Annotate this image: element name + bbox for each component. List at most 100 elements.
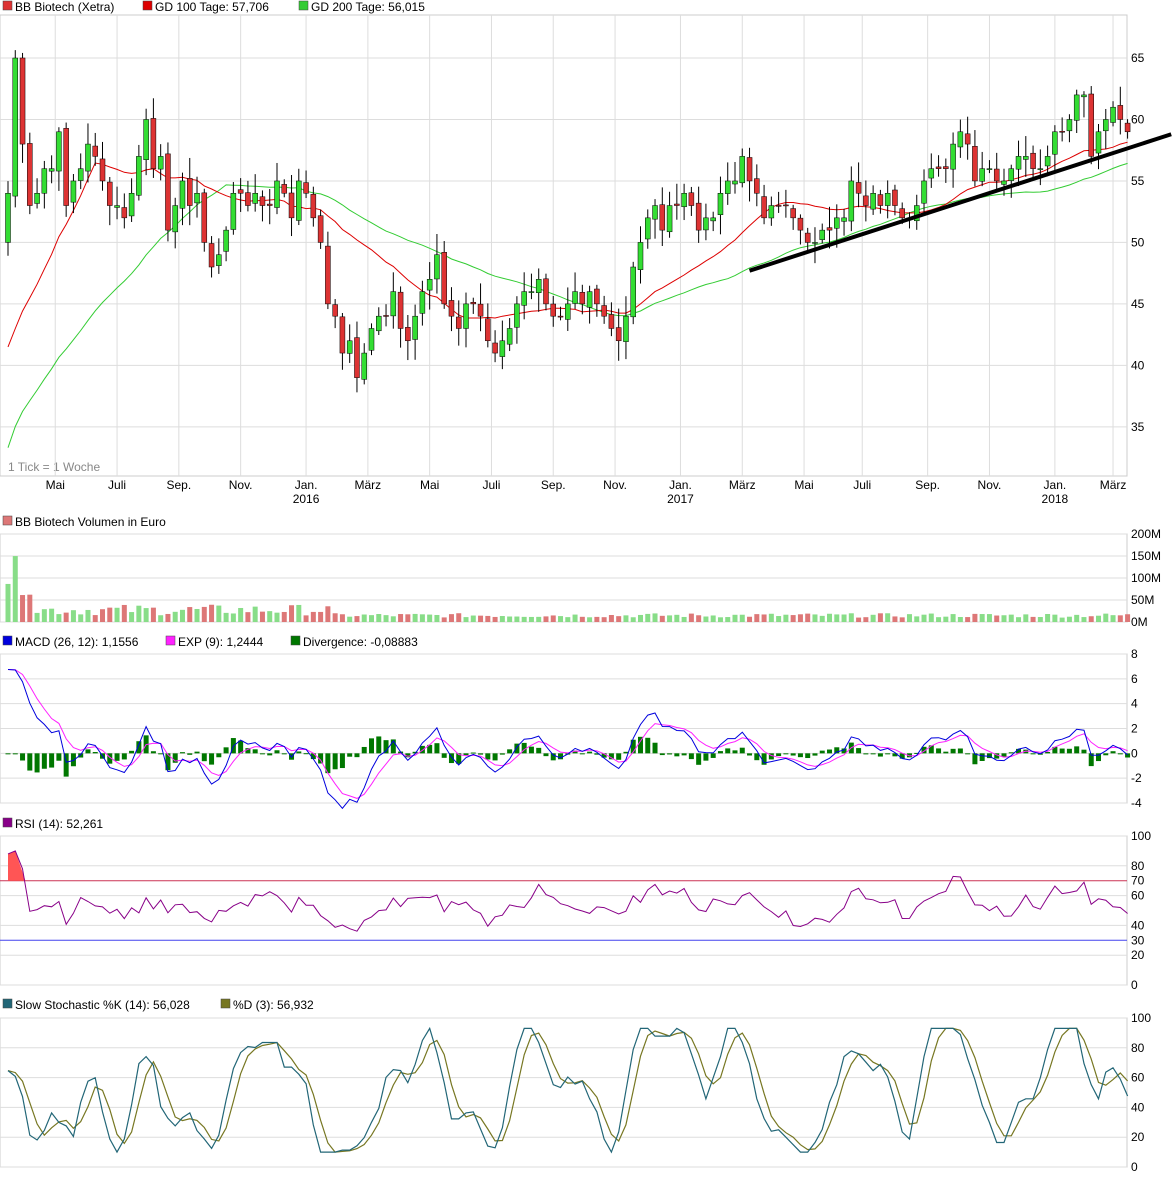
candle-body [717,193,724,215]
rsi-30-label: 30 [1131,933,1145,947]
candle-body [630,266,636,318]
divergence-bar [27,753,33,771]
volume-bar [848,613,854,622]
divergence-bar [1066,748,1072,754]
candle-body [339,316,346,354]
candle-body [165,153,171,231]
volume-bar [1016,617,1022,622]
candle-body [390,291,397,317]
candle-body [928,168,935,179]
divergence-bar [1088,753,1094,767]
volume-bar [1008,614,1014,622]
divergence-bar [296,751,302,754]
candle-body [1037,168,1044,170]
divergence-bar [834,747,840,754]
volume-bar [216,605,222,622]
x-month-label: Mai [46,478,65,492]
stoch-y-tick: 60 [1131,1071,1145,1085]
divergence-bar [441,753,447,758]
price-y-tick: 65 [1131,51,1145,65]
macd-y-tick: 0 [1131,746,1138,760]
divergence-bar [310,753,316,760]
divergence-bar [332,753,338,770]
candle-body [1015,156,1022,170]
candle-body [463,303,469,329]
x-month-label: März [729,478,756,492]
volume-bar [994,615,1000,622]
volume-bar [1117,615,1123,622]
divergence-bar [550,753,556,761]
rsi-panel [0,835,1128,986]
candle-body [455,316,462,329]
volume-bar [1066,616,1072,622]
divergence-bar [652,742,658,754]
volume-bar [158,615,164,622]
macd-line [7,669,1128,810]
candle-body [834,217,840,229]
candle-body [855,182,862,194]
divergence-bar [1081,749,1087,754]
candle-body [5,193,11,243]
volume-bar [419,614,425,622]
price-y-tick: 50 [1131,235,1145,249]
candle-body [514,303,520,328]
divergence-bar [928,745,934,754]
divergence-bar [1008,752,1014,754]
candle-body [703,217,709,231]
divergence-bar [965,753,971,755]
candle-body [63,128,69,206]
candle-body [710,217,716,222]
volume-bar [1045,614,1051,622]
candle-body [266,203,273,206]
divergence-bar [354,753,360,758]
divergence-bar [521,742,527,754]
divergence-bar [747,753,753,756]
volume-bar [448,614,454,622]
volume-bar [696,615,702,622]
candle-body [419,291,426,314]
volume-bar [1030,616,1036,622]
divergence-bar [579,753,585,755]
stoch-legend: Slow Stochastic %K (14): 56,028 %D (3): … [2,998,314,1012]
volume-bar [710,615,716,622]
x-month-label: Juli [853,478,871,492]
divergence-bar [797,753,803,758]
divergence-bar [783,753,789,755]
x-month-label: Mai [794,478,813,492]
volume-bar [921,614,927,622]
candle-body [259,196,266,206]
volume-bar [616,616,622,622]
candle-body [1073,94,1080,121]
divergence-bar [1117,753,1123,755]
volume-bar [1125,614,1131,622]
candle-body [586,291,593,308]
candle-body [972,146,978,182]
candle-body [1088,93,1094,157]
price-y-tick: 60 [1131,112,1145,126]
candle-body [245,192,251,206]
divergence-bar [1001,753,1007,757]
divergence-bar [717,751,723,754]
candle-body [659,204,666,231]
rsi-y-tick: 0 [1131,978,1138,992]
x-month-label: Sep. [541,478,566,492]
candle-body [543,278,549,305]
candle-body [1030,152,1036,169]
candle-body [303,182,309,194]
candle-body [41,168,48,194]
candle-body [470,302,477,305]
candle-body [99,158,106,182]
candle-body [826,227,833,231]
volume-bar [514,616,520,622]
volume-bar [877,613,883,622]
macd-y-tick: -2 [1131,771,1142,785]
stoch-y-tick: 80 [1131,1041,1145,1055]
volume-bar [1037,617,1043,622]
candle-body [790,208,796,219]
divergence-bar [209,753,215,765]
divergence-bar [616,753,622,760]
volume-bar [172,611,178,622]
rsi-overbought-fill [8,850,26,881]
divergence-bar [630,739,636,754]
divergence-bar [448,753,454,764]
